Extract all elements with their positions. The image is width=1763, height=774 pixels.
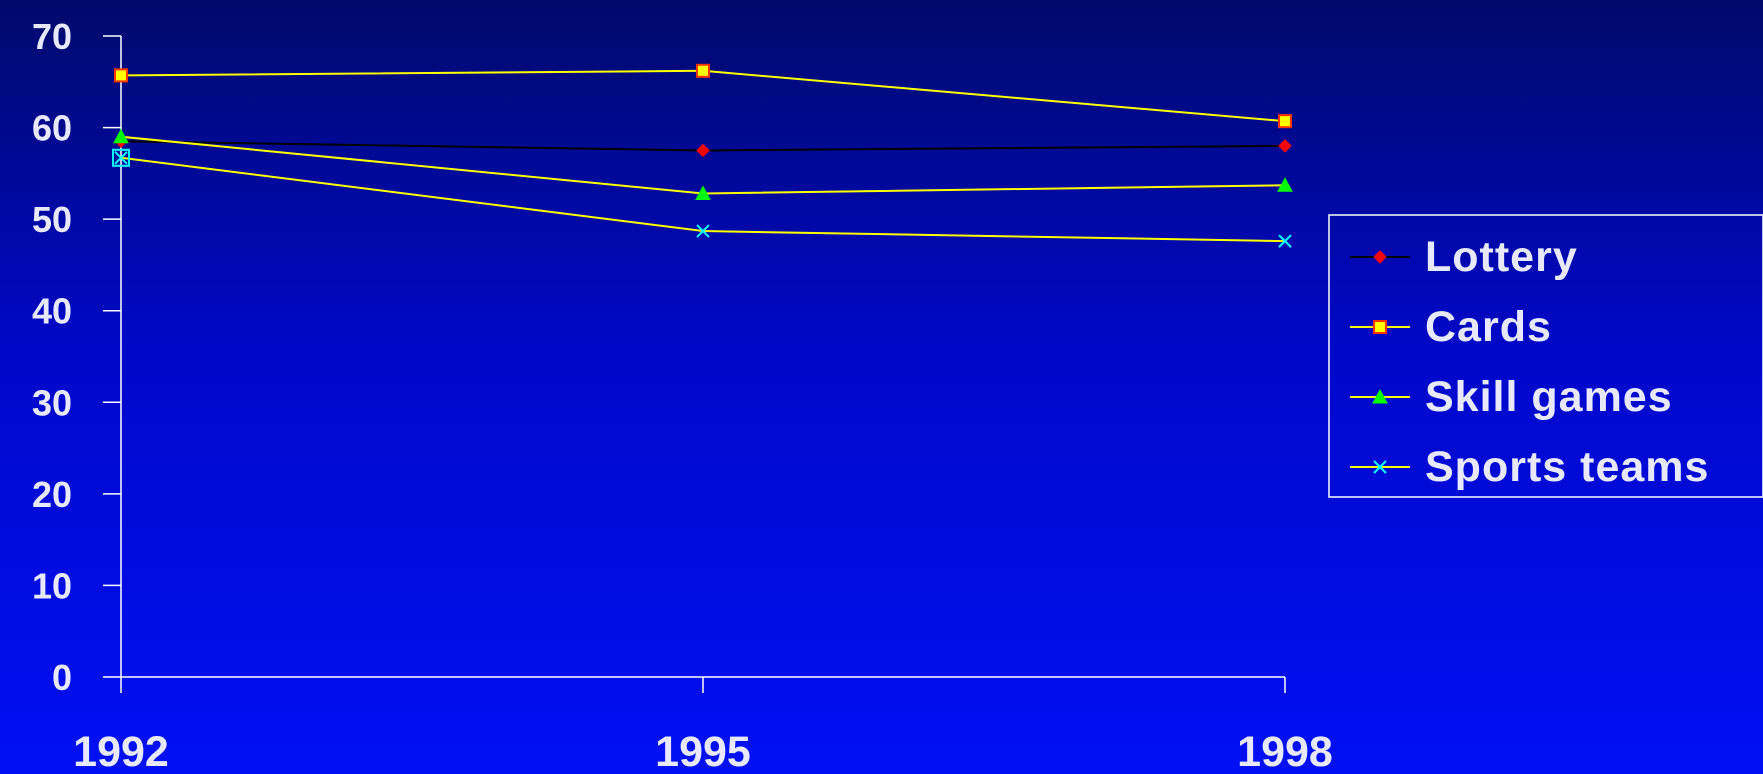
y-tick-label: 0	[52, 657, 72, 698]
legend-item: Lottery	[1350, 233, 1578, 281]
legend-label: Lottery	[1425, 233, 1578, 281]
data-point	[696, 143, 710, 158]
series-cards	[114, 63, 1292, 129]
data-point	[113, 128, 129, 144]
chart-legend: Lottery Cards Skill games Sports teams	[1328, 214, 1763, 498]
data-point-highlight	[112, 148, 130, 167]
y-tick-label: 20	[32, 474, 72, 515]
legend-label: Cards	[1425, 303, 1552, 351]
data-point	[1278, 114, 1292, 129]
y-tick-label: 70	[32, 16, 72, 57]
y-tick-label: 40	[32, 291, 72, 332]
data-point	[1278, 139, 1292, 153]
legend-marker	[1373, 250, 1387, 264]
data-point	[114, 151, 128, 165]
y-tick-label: 50	[32, 199, 72, 240]
legend-item: Cards	[1350, 303, 1552, 351]
data-point	[1278, 234, 1292, 248]
series-skill-games	[113, 128, 1293, 201]
legend-marker	[1373, 460, 1387, 474]
x-tick-label: 1998	[1237, 728, 1333, 774]
chart-axes: 0 10 20 30 40 50 60 70 1992 1995 1998	[32, 16, 1333, 774]
data-point	[114, 68, 128, 83]
y-tick-label: 60	[32, 108, 72, 149]
legend-label: Sports teams	[1425, 443, 1709, 491]
legend-box	[1328, 214, 1763, 498]
chart-series	[112, 63, 1293, 248]
data-point	[1277, 177, 1293, 192]
y-tick-label: 30	[32, 382, 72, 423]
series-sports-teams	[114, 151, 1292, 248]
legend-item: Sports teams	[1350, 443, 1709, 491]
data-point	[696, 63, 710, 78]
legend-marker	[1372, 388, 1388, 404]
legend-item: Skill games	[1350, 373, 1673, 421]
x-tick-label: 1992	[73, 728, 169, 774]
legend-label: Skill games	[1425, 373, 1673, 421]
x-tick-label: 1995	[655, 728, 751, 774]
y-tick-label: 10	[32, 565, 72, 606]
data-point	[696, 224, 710, 238]
data-point	[695, 185, 711, 201]
series-line	[120, 69, 1286, 123]
legend-marker	[1373, 320, 1387, 334]
